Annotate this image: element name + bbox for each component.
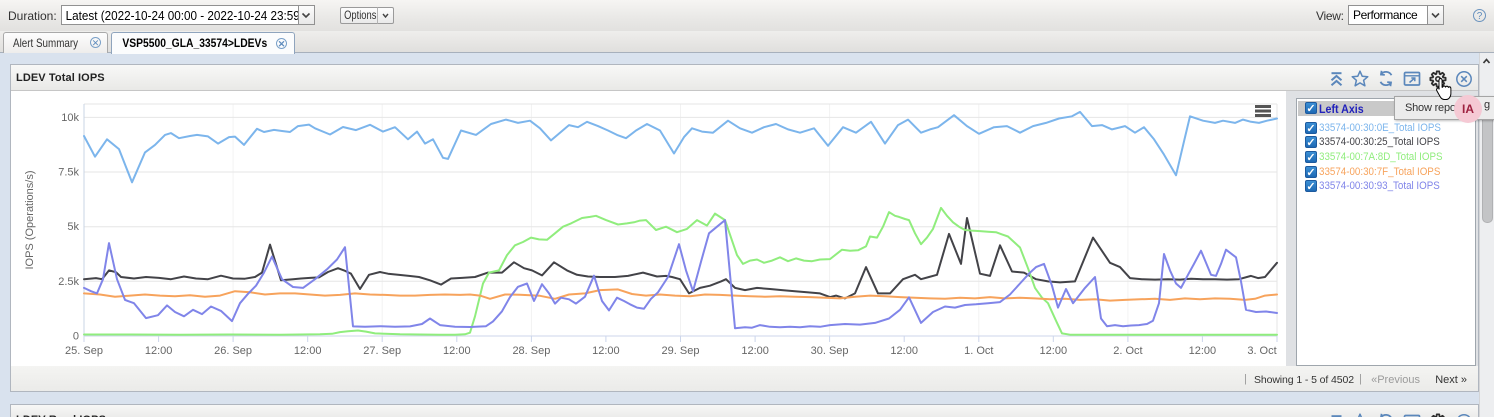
svg-text:12:00: 12:00 xyxy=(294,345,322,357)
svg-text:IOPS (Operations/s): IOPS (Operations/s) xyxy=(24,170,36,269)
svg-text:12:00: 12:00 xyxy=(1189,345,1217,357)
svg-text:26. Sep: 26. Sep xyxy=(214,345,252,357)
svg-text:12:00: 12:00 xyxy=(443,345,471,357)
svg-text:1. Oct: 1. Oct xyxy=(964,345,993,357)
svg-text:27. Sep: 27. Sep xyxy=(363,345,401,357)
svg-text:30. Sep: 30. Sep xyxy=(811,345,849,357)
svg-text:12:00: 12:00 xyxy=(741,345,769,357)
svg-text:12:00: 12:00 xyxy=(1040,345,1068,357)
svg-text:0: 0 xyxy=(73,331,79,343)
svg-text:12:00: 12:00 xyxy=(145,345,173,357)
svg-text:25. Sep: 25. Sep xyxy=(65,345,103,357)
svg-text:12:00: 12:00 xyxy=(890,345,918,357)
svg-text:2.5k: 2.5k xyxy=(58,276,79,288)
svg-text:7.5k: 7.5k xyxy=(58,167,79,179)
svg-text:10k: 10k xyxy=(61,112,79,124)
svg-text:29. Sep: 29. Sep xyxy=(662,345,700,357)
svg-text:28. Sep: 28. Sep xyxy=(512,345,550,357)
svg-text:5k: 5k xyxy=(67,221,79,233)
svg-text:3. Oct: 3. Oct xyxy=(1247,345,1276,357)
svg-text:2. Oct: 2. Oct xyxy=(1113,345,1142,357)
svg-text:12:00: 12:00 xyxy=(592,345,620,357)
